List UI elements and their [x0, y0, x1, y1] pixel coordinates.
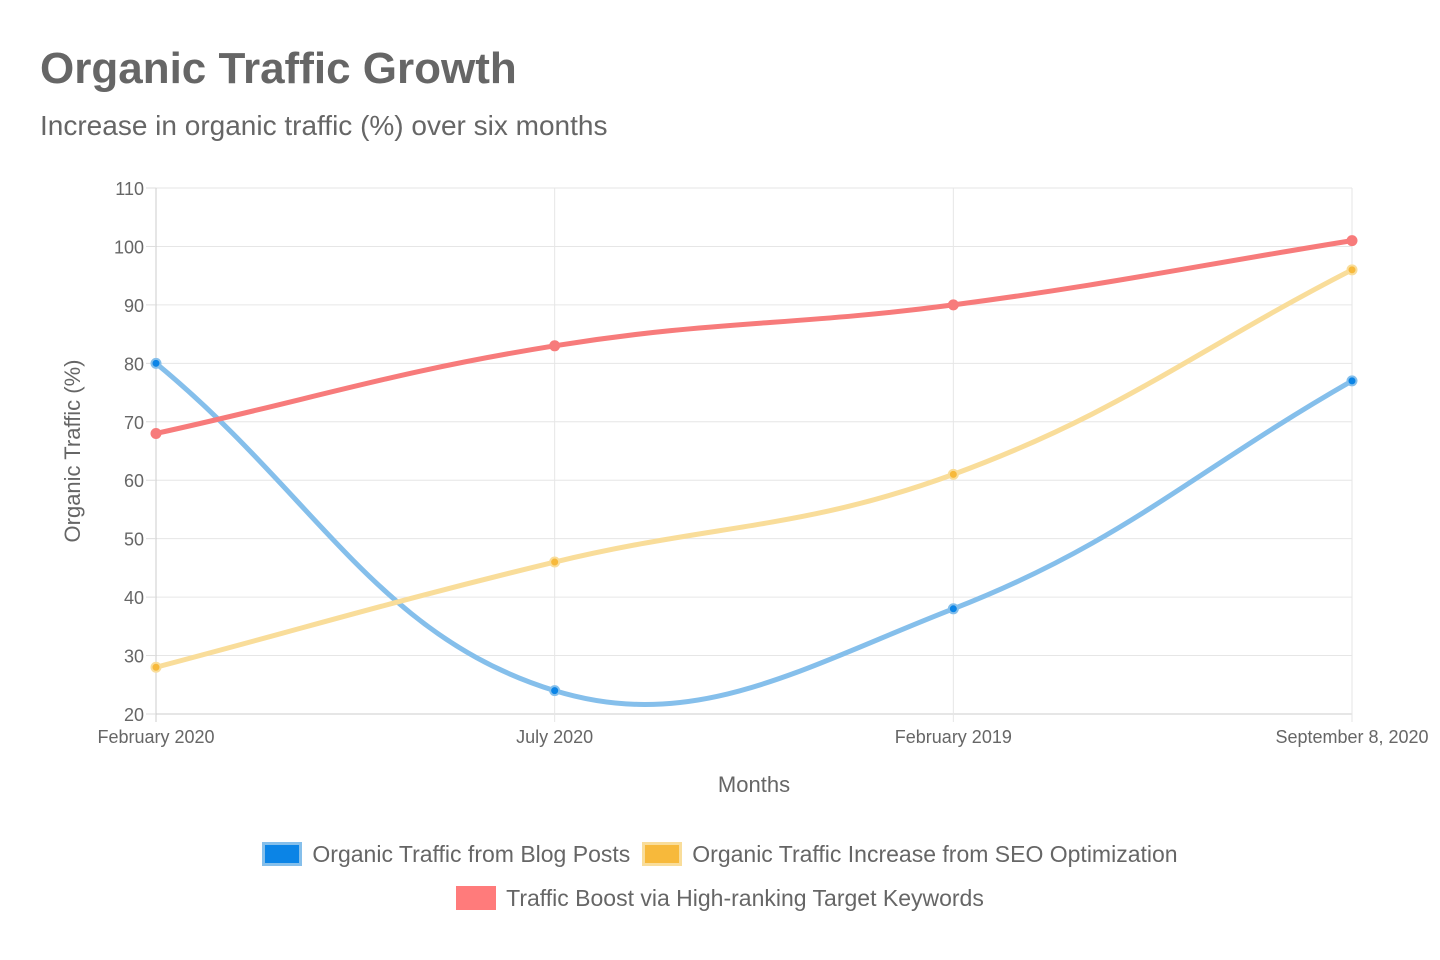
y-tick-label: 110	[115, 179, 144, 199]
legend-label-blog-posts: Organic Traffic from Blog Posts	[312, 840, 631, 867]
y-tick-label: 60	[124, 471, 144, 491]
legend-item-seo-optimization[interactable]: Organic Traffic Increase from SEO Optimi…	[642, 840, 1178, 868]
chart-legend: Organic Traffic from Blog Posts Organic …	[0, 832, 1440, 920]
legend-row-2: Traffic Boost via High-ranking Target Ke…	[0, 876, 1440, 920]
series-line-1	[153, 267, 1355, 670]
axes: 20 30 40 50 60 70 80 90 100 110 February 2020 July …	[97, 179, 1428, 747]
y-tick-label: 30	[124, 647, 144, 667]
y-axis-title: Organic Traffic (%)	[60, 360, 85, 543]
x-tick-label: September 8, 2020	[1275, 727, 1428, 747]
data-point[interactable]	[549, 340, 561, 352]
data-point[interactable]	[150, 661, 162, 673]
x-axis-title: Months	[718, 772, 790, 797]
legend-swatch-seo-optimization	[642, 842, 683, 866]
data-point[interactable]	[549, 685, 561, 697]
y-tick-label: 40	[124, 588, 144, 608]
legend-row-1: Organic Traffic from Blog Posts Organic …	[0, 832, 1440, 876]
data-point[interactable]	[947, 299, 959, 311]
data-point[interactable]	[1346, 264, 1358, 276]
x-tick-label: February 2019	[895, 727, 1012, 747]
data-point[interactable]	[150, 357, 162, 369]
chart-subtitle: Increase in organic traffic (%) over six…	[40, 110, 608, 141]
legend-label-seo-optimization: Organic Traffic Increase from SEO Optimi…	[692, 840, 1178, 867]
series-points	[150, 235, 1358, 697]
chart-title: Organic Traffic Growth	[40, 44, 517, 93]
legend-swatch-blog-posts	[262, 842, 303, 866]
x-tick-label: July 2020	[516, 727, 593, 747]
data-point[interactable]	[1346, 375, 1358, 387]
series-line-2	[153, 238, 1355, 436]
data-point[interactable]	[947, 468, 959, 480]
legend-item-target-keywords[interactable]: Traffic Boost via High-ranking Target Ke…	[456, 885, 984, 912]
series-line-0	[153, 360, 1355, 707]
y-tick-label: 50	[124, 530, 144, 550]
legend-item-blog-posts[interactable]: Organic Traffic from Blog Posts	[262, 841, 630, 868]
y-tick-label: 80	[124, 354, 144, 374]
y-tick-label: 20	[124, 705, 144, 725]
y-tick-label: 100	[114, 237, 144, 257]
legend-swatch-target-keywords	[456, 886, 497, 910]
x-tick-label: February 2020	[97, 727, 214, 747]
legend-label-target-keywords: Traffic Boost via High-ranking Target Ke…	[506, 884, 984, 911]
y-tick-label: 70	[124, 413, 144, 433]
y-tick-label: 90	[124, 296, 144, 316]
data-point[interactable]	[947, 603, 959, 615]
data-point[interactable]	[150, 427, 162, 439]
grid-lines	[155, 187, 1353, 722]
data-point[interactable]	[549, 556, 561, 568]
data-point[interactable]	[1346, 235, 1358, 247]
series-lines	[153, 238, 1355, 707]
